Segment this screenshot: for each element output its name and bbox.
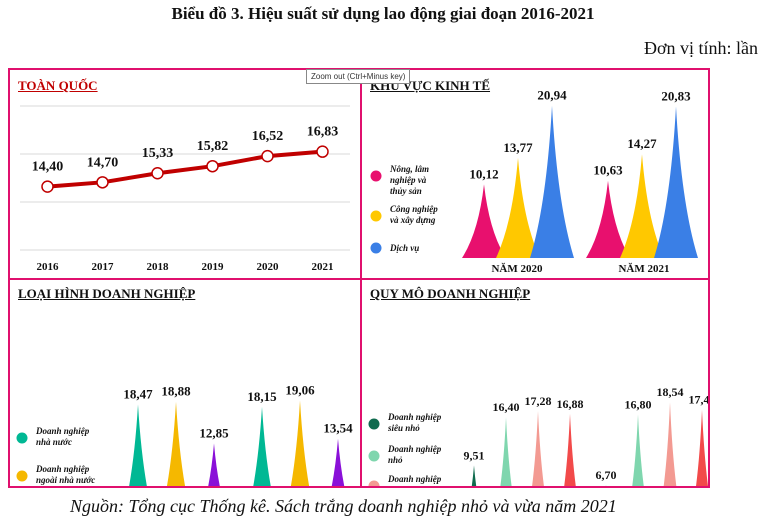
data-point xyxy=(261,149,274,163)
category-label: NĂM 2020 xyxy=(491,263,543,275)
x-tick-label: 2017 xyxy=(92,261,115,273)
divider-horizontal xyxy=(10,278,708,280)
spike-bar xyxy=(632,414,644,486)
panel-title-national: TOÀN QUỐC xyxy=(18,78,98,93)
page-title: Biểu đồ 3. Hiệu suất sử dụng lao động gi… xyxy=(171,4,595,23)
data-label: 13,54 xyxy=(323,421,353,436)
spike-bar xyxy=(129,404,147,486)
data-label: 10,63 xyxy=(593,163,623,178)
legend-marker xyxy=(370,170,382,182)
data-label: 18,47 xyxy=(123,387,153,402)
panel-title-enterprise-size: QUY MÔ DOANH NGHIỆP xyxy=(370,286,531,301)
data-label: 17,47 xyxy=(689,393,709,407)
spike-bar xyxy=(605,485,607,486)
data-label: 18,88 xyxy=(161,384,191,399)
spike-bar xyxy=(620,154,664,258)
x-tick-label: 2021 xyxy=(312,261,334,273)
data-label: 17,28 xyxy=(525,394,552,408)
spike-bar xyxy=(530,105,574,258)
sector-chart: Nông, lâm nghiệp và thủy sản Công nghiệp và … xyxy=(370,88,698,275)
legend-marker xyxy=(368,480,380,486)
spike-bar xyxy=(564,413,576,486)
series-line xyxy=(45,149,325,189)
data-label: 14,27 xyxy=(627,136,657,151)
spike-bar xyxy=(500,417,512,486)
data-point xyxy=(206,159,219,173)
data-point xyxy=(316,145,329,158)
data-label: 13,77 xyxy=(503,140,533,155)
legend-marker xyxy=(368,450,380,462)
spike-bar xyxy=(462,184,506,258)
spike-bar xyxy=(532,411,544,486)
spike-bar xyxy=(654,106,698,258)
data-point xyxy=(96,176,109,189)
data-label: 12,85 xyxy=(199,425,229,440)
enterprise-type-chart: Doanh nghiệp nhà nước Doanh nghiệp ngoài nh… xyxy=(16,382,353,486)
panel-enterprise-type: LOẠI HÌNH DOANH NGHIỆP Doanh nghiệp nhà n… xyxy=(10,280,360,486)
legend-label: Doanh nghiệp nhỏ xyxy=(387,444,442,465)
data-label: 9,51 xyxy=(464,448,485,462)
data-label: 16,88 xyxy=(557,397,584,411)
legend-label: Dịch vụ xyxy=(389,243,419,253)
data-label: 18,15 xyxy=(247,389,277,404)
legend-marker xyxy=(370,242,382,254)
legend-label: Doanh nghiệp siêu nhỏ xyxy=(387,412,442,433)
x-tick-label: 2018 xyxy=(147,261,170,273)
national-line-chart: 14,40 2016 14,70 2017 15,33 2018 15,82 2019 16,5… xyxy=(20,105,350,273)
spike-bar xyxy=(208,443,220,486)
spike-bar xyxy=(290,400,310,486)
legend-label: Công nghiệp và xây dựng xyxy=(390,204,438,225)
panel-enterprise-size: QUY MÔ DOANH NGHIỆP Doanh nghiệp siêu nhỏ… xyxy=(362,280,708,486)
data-label: 20,94 xyxy=(537,88,567,103)
spike-bar xyxy=(471,465,477,486)
source-note: Nguồn: Tổng cục Thống kê. Sách trắng doa… xyxy=(70,496,617,516)
data-label: 14,40 xyxy=(32,160,64,175)
data-label: 16,40 xyxy=(493,400,520,414)
spike-bar xyxy=(663,402,677,486)
spike-bar xyxy=(496,157,540,258)
data-label: 10,12 xyxy=(469,166,498,181)
x-tick-label: 2016 xyxy=(37,261,60,273)
data-point xyxy=(151,166,164,180)
legend-label: Nông, lâm nghiệp và thủy sản xyxy=(389,164,429,196)
panel-national: TOÀN QUỐC 14,40 2016 14,70 2017 15,33 2018 15,… xyxy=(10,70,360,278)
spike-bar xyxy=(253,406,271,486)
data-label: 6,70 xyxy=(596,468,617,482)
unit-label: Đơn vị tính: lần xyxy=(643,38,758,58)
legend-marker xyxy=(16,432,28,444)
spike-bar xyxy=(586,180,630,258)
data-label: 16,52 xyxy=(252,129,284,144)
spike-bar xyxy=(166,401,186,486)
spike-bar xyxy=(696,409,708,486)
data-label: 16,83 xyxy=(307,125,339,140)
enterprise-size-chart: Doanh nghiệp siêu nhỏ Doanh nghiệp nhỏ Doanh… xyxy=(368,385,709,486)
data-label: 18,54 xyxy=(657,385,684,399)
data-label: 15,33 xyxy=(142,146,174,161)
chart-frame: TOÀN QUỐC 14,40 2016 14,70 2017 15,33 2018 15,… xyxy=(8,68,710,488)
legend-marker xyxy=(368,418,380,430)
panel-title-enterprise-type: LOẠI HÌNH DOANH NGHIỆP xyxy=(18,286,196,301)
data-point xyxy=(41,180,54,193)
legend-label: Doanh nghiệp ngoài nhà nước xyxy=(35,464,95,485)
data-label: 19,06 xyxy=(285,382,315,397)
legend-label: Doanh nghiệpvừa xyxy=(387,474,442,486)
legend-marker xyxy=(16,470,28,482)
data-label: 15,82 xyxy=(197,139,229,154)
zoom-tooltip: Zoom out (Ctrl+Minus key) xyxy=(306,69,411,84)
x-tick-label: 2019 xyxy=(202,261,225,273)
data-label: 14,70 xyxy=(87,155,119,170)
panel-sector: KHU VỰC KINH TẾ Nông, lâm nghiệp và thủy s… xyxy=(362,70,708,278)
data-label: 20,83 xyxy=(661,89,691,104)
spike-bar xyxy=(331,438,345,486)
category-label: NĂM 2021 xyxy=(618,263,669,275)
legend-marker xyxy=(370,210,382,222)
x-tick-label: 2020 xyxy=(257,261,280,273)
legend-label: Doanh nghiệp nhà nước xyxy=(35,426,90,447)
data-label: 16,80 xyxy=(625,397,652,411)
